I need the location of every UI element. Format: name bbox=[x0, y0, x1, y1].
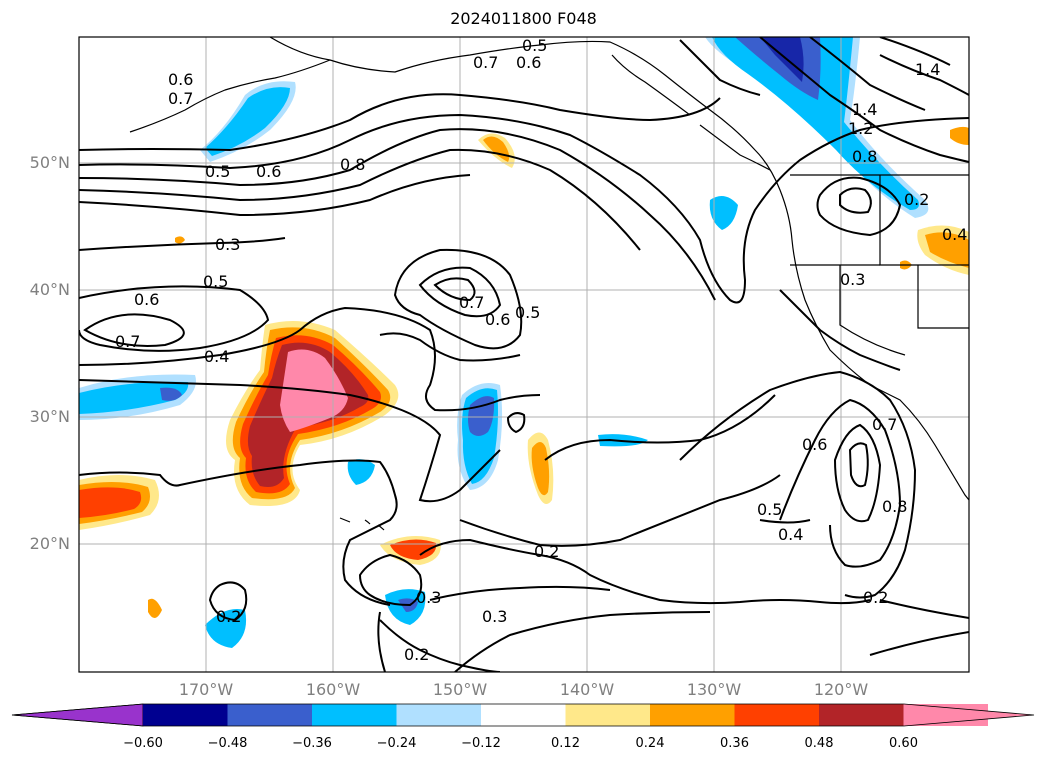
lon-label-160w: 160°W bbox=[305, 680, 361, 699]
lon-label-150w: 150°W bbox=[432, 680, 488, 699]
colorbar-segment bbox=[396, 704, 481, 726]
contour-label: 0.6 bbox=[485, 310, 510, 329]
lon-label-130w: 130°W bbox=[686, 680, 742, 699]
colorbar-extend-low bbox=[11, 703, 144, 727]
contour-label: 0.6 bbox=[134, 290, 159, 309]
colorbar-tick-label: 0.36 bbox=[720, 736, 749, 751]
contour-label: 0.8 bbox=[882, 497, 907, 516]
colorbar-tick-label: 0.24 bbox=[635, 736, 665, 751]
colorbar-segment bbox=[650, 704, 735, 726]
colorbar-tick-label: 0.48 bbox=[804, 736, 834, 751]
contour-label: 0.4 bbox=[942, 225, 967, 244]
contour-label: 0.7 bbox=[872, 415, 897, 434]
shaded-fields bbox=[79, 37, 969, 648]
contour-label-layer: 0.5 0.7 0.6 0.6 0.7 1.4 1.4 0.8 1.2 0.5 … bbox=[115, 36, 967, 664]
colorbar-tick-label: 0.12 bbox=[551, 736, 580, 751]
contour-label: 0.3 bbox=[416, 588, 441, 607]
contour-label: 0.5 bbox=[522, 36, 547, 55]
colorbar-segment bbox=[481, 704, 566, 726]
colorbar-tick-label: −0.12 bbox=[461, 736, 501, 751]
lat-label-20n: 20°N bbox=[29, 534, 70, 553]
contour-label: 0.6 bbox=[168, 70, 193, 89]
colorbar-tick-label: 0.60 bbox=[889, 736, 918, 751]
contour-label: 1.4 bbox=[852, 100, 877, 119]
colorbar-segment bbox=[819, 704, 904, 726]
contour-label: 0.2 bbox=[863, 588, 888, 607]
contour-label: 0.3 bbox=[215, 235, 240, 254]
map-title: 2024011800 F048 bbox=[450, 9, 597, 28]
contour-label: 0.4 bbox=[204, 347, 229, 366]
contour-label: 1.4 bbox=[915, 60, 940, 79]
contour-label: 0.7 bbox=[473, 53, 498, 72]
colorbar-segment bbox=[227, 704, 312, 726]
contour-label: 0.3 bbox=[840, 270, 865, 289]
contour-label: 0.7 bbox=[168, 89, 193, 108]
contour-label: 0.7 bbox=[459, 293, 484, 312]
lat-label-40n: 40°N bbox=[29, 280, 70, 299]
colorbar-tick-label: −0.48 bbox=[207, 736, 248, 751]
contour-label: 0.6 bbox=[256, 162, 281, 181]
contour-label: 0.5 bbox=[205, 162, 230, 181]
colorbar-segment bbox=[143, 704, 228, 726]
lon-label-140w: 140°W bbox=[559, 680, 615, 699]
contour-label: 1.2 bbox=[848, 119, 873, 138]
contour-label: 0.2 bbox=[404, 645, 429, 664]
contour-label: 0.2 bbox=[216, 607, 241, 626]
colorbar-extend-high bbox=[904, 704, 1034, 726]
colorbar-segment bbox=[565, 704, 650, 726]
contour-label: 0.3 bbox=[482, 607, 507, 626]
contour-label: 0.4 bbox=[778, 525, 803, 544]
colorbar-segment bbox=[734, 704, 819, 726]
map-frame bbox=[78, 36, 970, 673]
colorbar-outline bbox=[11, 703, 1035, 727]
colorbar-tick-label: −0.36 bbox=[292, 736, 332, 751]
contour-label: 0.6 bbox=[516, 53, 541, 72]
contour-label: 0.8 bbox=[852, 147, 877, 166]
colorbar-segment bbox=[312, 704, 397, 726]
contour-label: 0.5 bbox=[203, 272, 228, 291]
contour-label: 0.7 bbox=[115, 332, 140, 351]
lon-label-170w: 170°W bbox=[178, 680, 234, 699]
colorbar-tick-label: −0.60 bbox=[123, 736, 163, 751]
lat-label-50n: 50°N bbox=[29, 153, 70, 172]
colorbar-tick-label: −0.24 bbox=[376, 736, 417, 751]
contour-label: 0.5 bbox=[515, 303, 540, 322]
contour-lines bbox=[79, 37, 969, 672]
colorbar bbox=[11, 703, 1035, 727]
contour-label: 0.2 bbox=[534, 542, 559, 561]
contour-label: 0.8 bbox=[340, 155, 365, 174]
contour-label: 0.5 bbox=[757, 500, 782, 519]
contour-label: 0.2 bbox=[904, 190, 929, 209]
lat-label-30n: 30°N bbox=[29, 407, 70, 426]
contour-label: 0.6 bbox=[802, 435, 827, 454]
lon-label-120w: 120°W bbox=[813, 680, 869, 699]
